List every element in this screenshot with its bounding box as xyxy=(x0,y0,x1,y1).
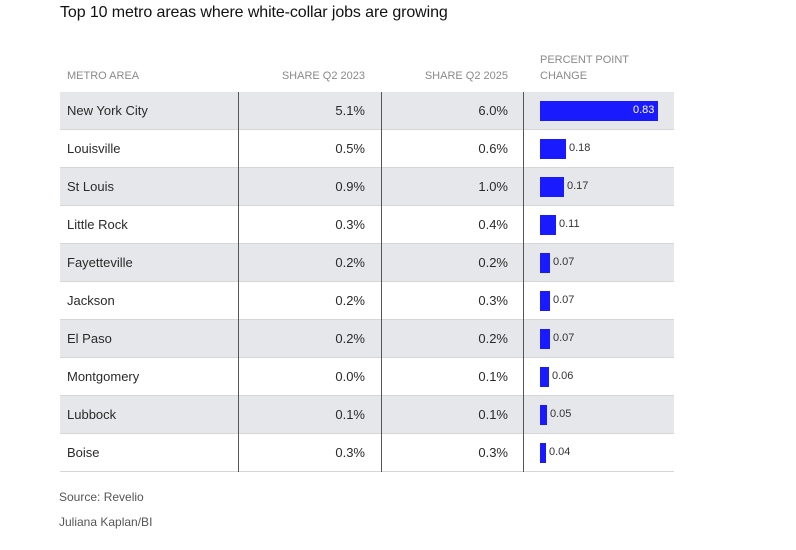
change-bar xyxy=(540,405,547,425)
table-row: El Paso 0.2% 0.2% 0.07 xyxy=(60,320,674,358)
change-cell: 0.05 xyxy=(540,396,674,433)
change-bar xyxy=(540,367,549,387)
share-q2-2023-value: 0.2% xyxy=(335,255,365,270)
share-q2-2025-value: 0.6% xyxy=(478,141,508,156)
metro-name: Louisville xyxy=(67,141,121,156)
share-q2-2023-value: 0.3% xyxy=(335,445,365,460)
share-q2-2023-value: 0.3% xyxy=(335,217,365,232)
share-q2-2023-value: 5.1% xyxy=(335,103,365,118)
table-row: Louisville 0.5% 0.6% 0.18 xyxy=(60,130,674,168)
change-bar xyxy=(540,215,556,235)
column-divider xyxy=(381,92,382,472)
change-bar-label: 0.07 xyxy=(553,332,575,344)
header-metro-area: METRO AREA xyxy=(67,70,140,82)
change-bar xyxy=(540,291,550,311)
metro-name: Boise xyxy=(67,445,100,460)
table-row: Boise 0.3% 0.3% 0.04 xyxy=(60,434,674,472)
change-cell: 0.07 xyxy=(540,282,674,319)
source-note: Source: Revelio xyxy=(59,490,144,504)
table-row: Little Rock 0.3% 0.4% 0.11 xyxy=(60,206,674,244)
table-row: Montgomery 0.0% 0.1% 0.06 xyxy=(60,358,674,396)
table-row: St Louis 0.9% 1.0% 0.17 xyxy=(60,168,674,206)
table-row: Jackson 0.2% 0.3% 0.07 xyxy=(60,282,674,320)
share-q2-2025-value: 0.1% xyxy=(478,369,508,384)
change-bar-label: 0.11 xyxy=(559,218,580,230)
change-cell: 0.07 xyxy=(540,244,674,281)
share-q2-2023-value: 0.0% xyxy=(335,369,365,384)
change-cell: 0.07 xyxy=(540,320,674,357)
metro-name: Lubbock xyxy=(67,407,117,422)
header-share-q2-2025: SHARE Q2 2025 xyxy=(424,70,508,82)
change-bar xyxy=(540,253,550,273)
change-cell: 0.04 xyxy=(540,434,674,471)
change-cell: 0.18 xyxy=(540,130,674,167)
share-q2-2023-value: 0.2% xyxy=(335,293,365,308)
change-bar xyxy=(540,101,658,121)
metro-name: Jackson xyxy=(67,293,115,308)
share-q2-2025-value: 1.0% xyxy=(478,179,508,194)
change-bar-label: 0.83 xyxy=(633,104,655,116)
change-bar-label: 0.17 xyxy=(567,180,589,192)
column-divider xyxy=(238,92,239,472)
change-bar xyxy=(540,139,566,159)
metro-name: El Paso xyxy=(67,331,112,346)
metro-name: Montgomery xyxy=(67,369,140,384)
metro-name: Fayetteville xyxy=(67,255,133,270)
table-row: New York City 5.1% 6.0% 0.83 xyxy=(60,92,674,130)
chart-title: Top 10 metro areas where white-collar jo… xyxy=(60,4,448,21)
change-cell: 0.06 xyxy=(540,358,674,395)
change-bar-label: 0.06 xyxy=(552,370,574,382)
change-bar xyxy=(540,329,550,349)
change-bar-label: 0.04 xyxy=(549,446,571,458)
header-share-q2-2023: SHARE Q2 2023 xyxy=(281,70,365,82)
share-q2-2023-value: 0.5% xyxy=(335,141,365,156)
metro-name: New York City xyxy=(67,103,148,118)
metro-name: St Louis xyxy=(67,179,114,194)
metro-name: Little Rock xyxy=(67,217,128,232)
table-body: New York City 5.1% 6.0% 0.83 Louisville 0.5% 0… xyxy=(60,92,674,472)
change-bar xyxy=(540,177,564,197)
share-q2-2025-value: 0.1% xyxy=(478,407,508,422)
table-row: Lubbock 0.1% 0.1% 0.05 xyxy=(60,396,674,434)
table-row: Fayetteville 0.2% 0.2% 0.07 xyxy=(60,244,674,282)
share-q2-2025-value: 0.2% xyxy=(478,331,508,346)
change-bar-label: 0.05 xyxy=(550,408,572,420)
share-q2-2025-value: 0.3% xyxy=(478,445,508,460)
change-bar-label: 0.18 xyxy=(569,142,591,154)
column-divider xyxy=(523,92,524,472)
share-q2-2025-value: 0.2% xyxy=(478,255,508,270)
share-q2-2023-value: 0.2% xyxy=(335,331,365,346)
change-cell: 0.83 xyxy=(540,92,674,129)
share-q2-2023-value: 0.9% xyxy=(335,179,365,194)
share-q2-2025-value: 0.3% xyxy=(478,293,508,308)
change-bar-label: 0.07 xyxy=(553,256,575,268)
share-q2-2025-value: 6.0% xyxy=(478,103,508,118)
change-bar xyxy=(540,443,546,463)
change-cell: 0.17 xyxy=(540,168,674,205)
credit-note: Juliana Kaplan/BI xyxy=(59,515,153,529)
change-cell: 0.11 xyxy=(540,206,674,243)
share-q2-2023-value: 0.1% xyxy=(335,407,365,422)
change-bar-label: 0.07 xyxy=(553,294,575,306)
header-percent-point-change: PERCENT POINT CHANGE xyxy=(540,54,629,82)
share-q2-2025-value: 0.4% xyxy=(478,217,508,232)
